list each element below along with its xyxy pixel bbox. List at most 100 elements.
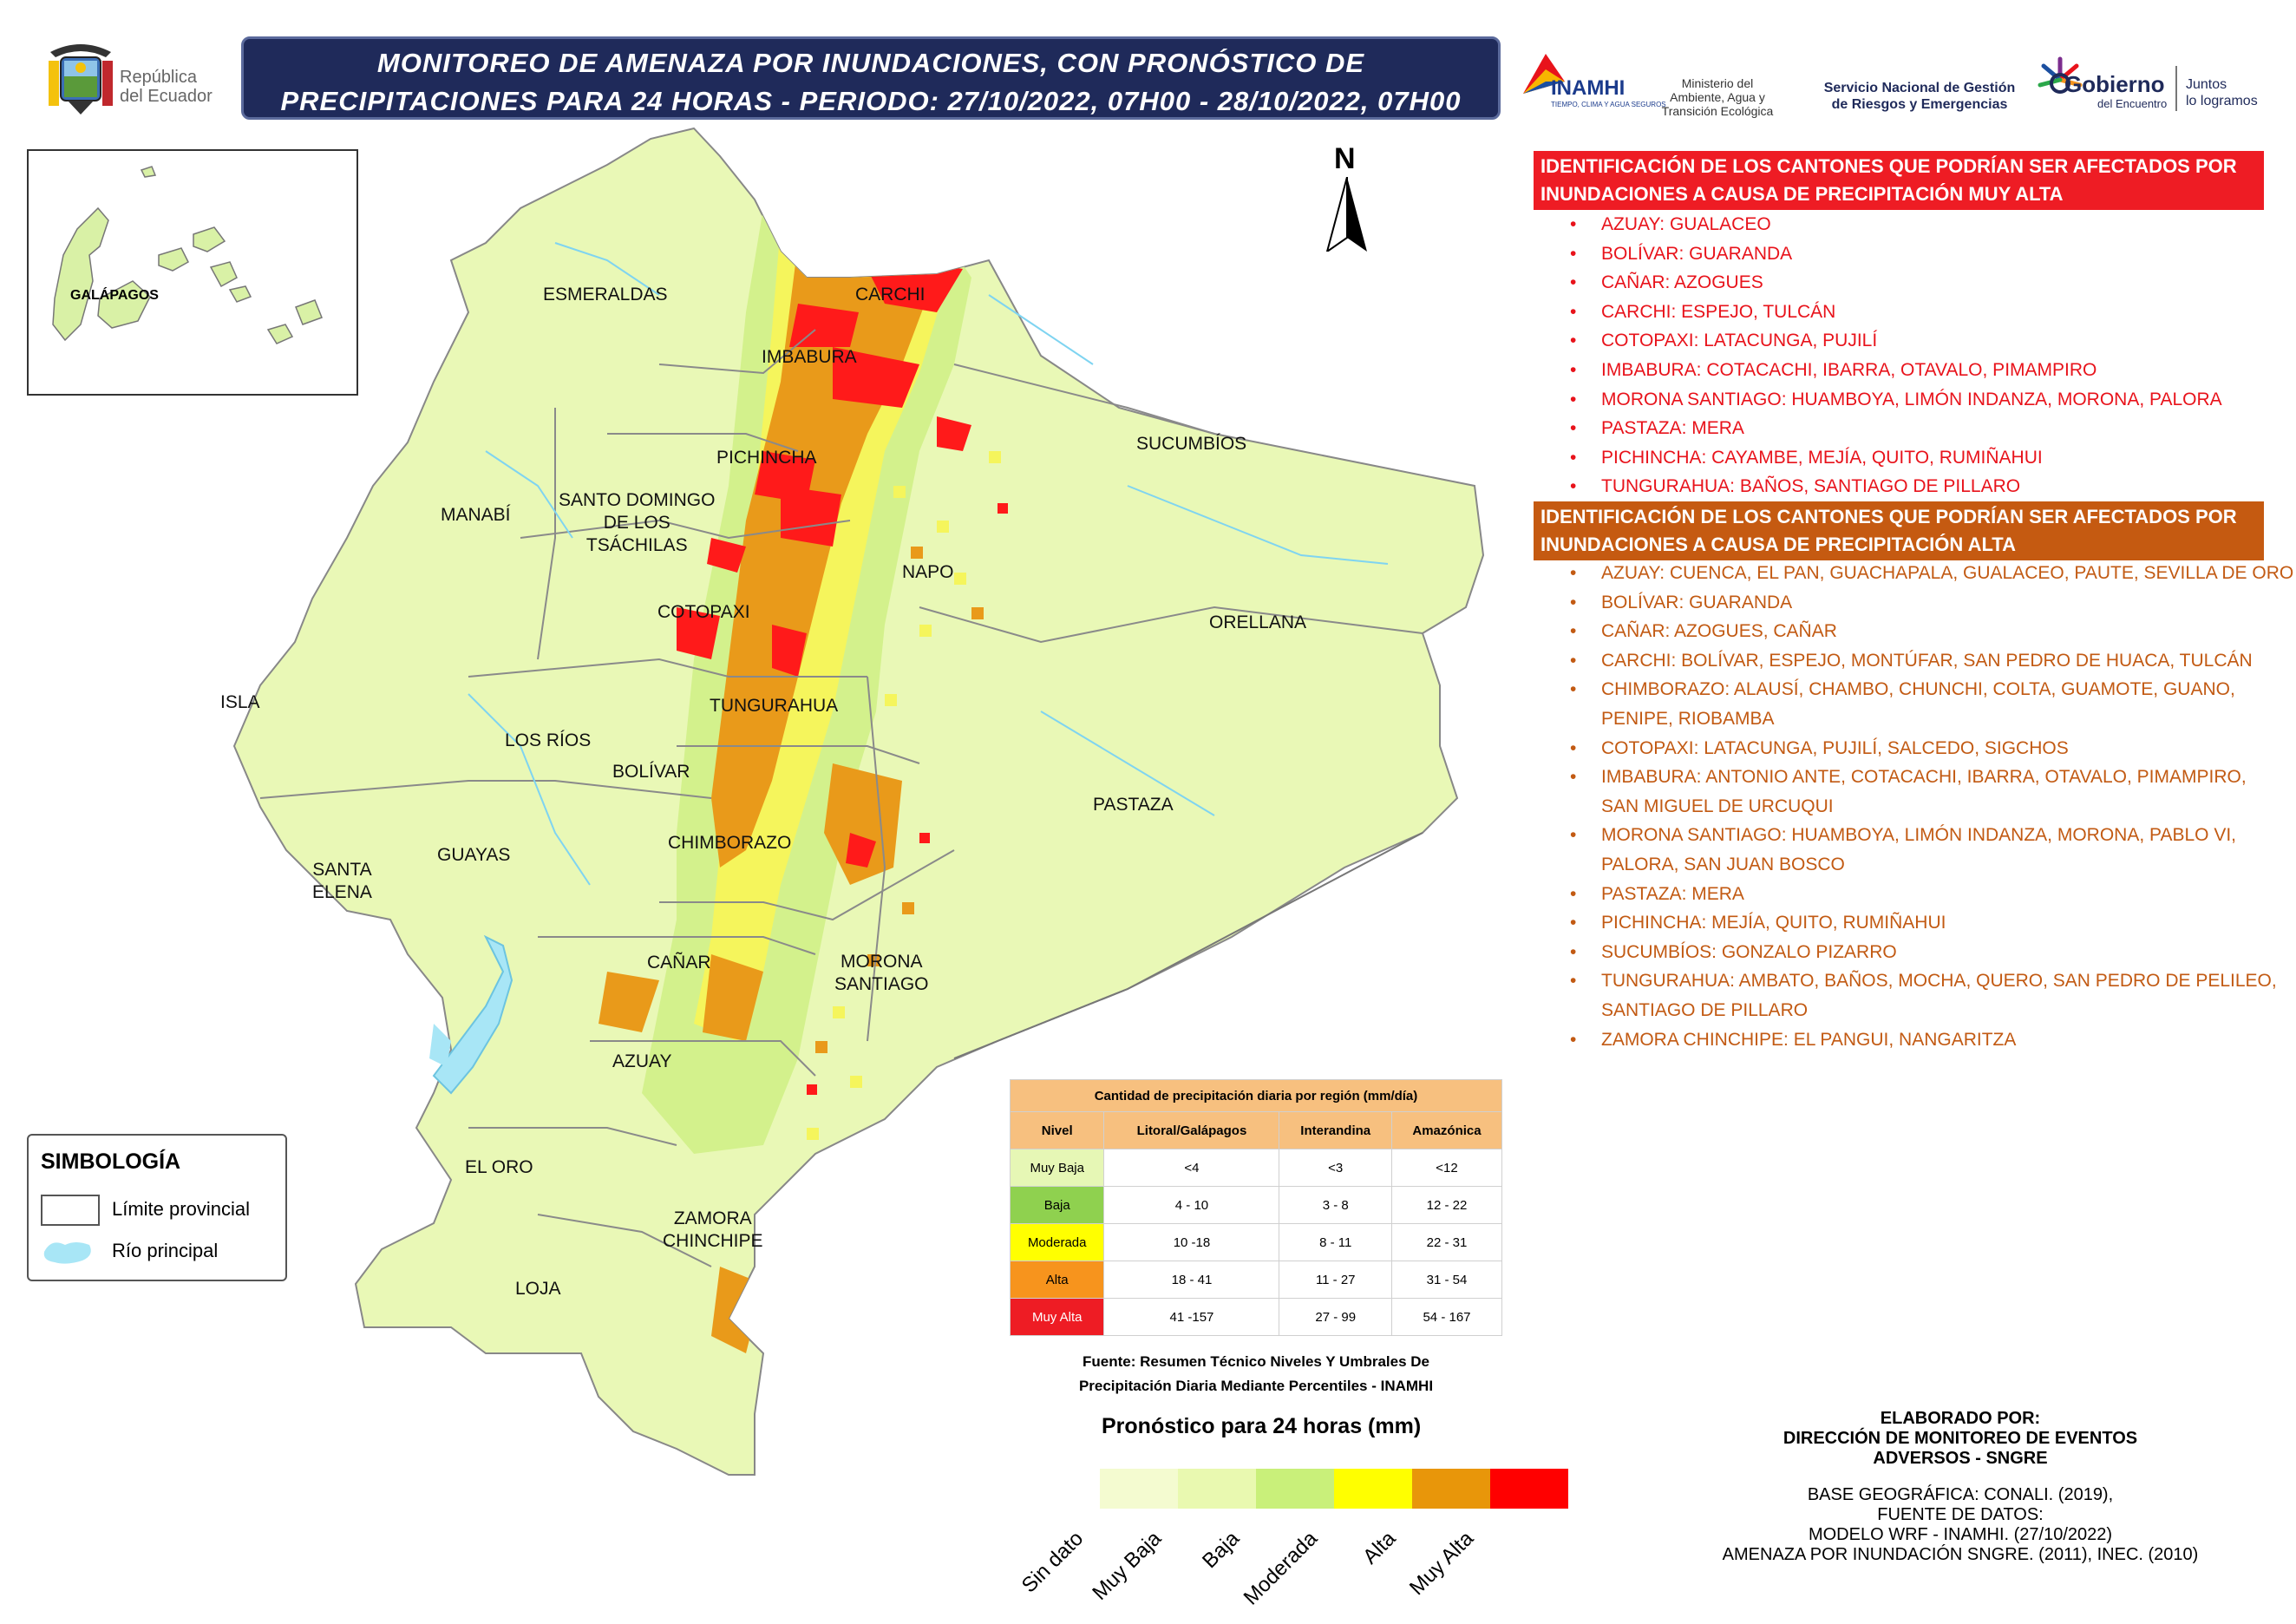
list-item: BOLÍVAR: GUARANDA <box>1570 588 2293 618</box>
province-label-morona-santiago: MORONA SANTIAGO <box>834 952 929 994</box>
table-cell: 22 - 31 <box>1390 1223 1503 1261</box>
list-item: PICHINCHA: MEJÍA, QUITO, RUMIÑAHUI <box>1570 908 2293 938</box>
list-item: IMBABURA: COTACACHI, IBARRA, OTAVALO, PI… <box>1570 356 2222 385</box>
limite-label: Límite provincial <box>112 1198 250 1220</box>
province-label-manabi: MANABÍ <box>441 505 511 525</box>
table-cell: 18 - 41 <box>1103 1261 1280 1299</box>
province-label-los-rios: LOS RÍOS <box>505 730 592 750</box>
list-item: PASTAZA: MERA <box>1570 414 2222 443</box>
nivel-cell: Moderada <box>1009 1223 1105 1261</box>
list-item: SAN MIGUEL DE URCUQUI <box>1601 796 1834 816</box>
alta-list: AZUAY: CUENCA, EL PAN, GUACHAPALA, GUALA… <box>1570 559 2293 1054</box>
table-cell: <3 <box>1279 1149 1392 1187</box>
galapagos-inset: GALÁPAGOS <box>27 149 358 396</box>
scale-swatch-alta <box>1412 1469 1490 1509</box>
list-item: PALORA, SAN JUAN BOSCO <box>1601 854 1845 874</box>
table-cell: 12 - 22 <box>1390 1186 1503 1224</box>
list-item: CARCHI: BOLÍVAR, ESPEJO, MONTÚFAR, SAN P… <box>1570 646 2293 676</box>
inamhi-sub: TIEMPO, CLIMA Y AGUA SEGUROS <box>1551 101 1666 108</box>
table-cell: 27 - 99 <box>1279 1298 1392 1336</box>
inamhi-name: INAMHI <box>1551 76 1626 100</box>
province-label-orellana: ORELLANA <box>1209 612 1307 632</box>
province-label-esmeraldas: ESMERALDAS <box>543 285 668 304</box>
juntos-slogan: Juntos lo logramos <box>2186 77 2258 108</box>
table-cell: 11 - 27 <box>1279 1261 1392 1299</box>
simbologia-legend: SIMBOLOGÍA Límite provincial Río princip… <box>27 1134 287 1281</box>
gobierno-logo-icon <box>2038 56 2083 94</box>
list-item: CHIMBORAZO: ALAUSÍ, CHAMBO, CHUNCHI, COL… <box>1570 675 2293 704</box>
river-swatch-icon <box>43 1242 91 1264</box>
table-row: Moderada 10 -18 8 - 11 22 - 31 <box>1009 1223 1503 1261</box>
list-item: AZUAY: CUENCA, EL PAN, GUACHAPALA, GUALA… <box>1570 559 2293 588</box>
list-item: SUCUMBÍOS: GONZALO PIZARRO <box>1570 938 2293 967</box>
list-item: SANTIAGO DE PILLARO <box>1601 999 1809 1020</box>
list-item: COTOPAXI: LATACUNGA, PUJILÍ, SALCEDO, SI… <box>1570 734 2293 763</box>
muy-alta-list: AZUAY: GUALACEO BOLÍVAR: GUARANDA CAÑAR:… <box>1570 210 2222 501</box>
province-label-zamora: ZAMORA CHINCHIPE <box>663 1208 763 1251</box>
scale-swatch-muy-alta <box>1490 1469 1568 1509</box>
province-label-santa-elena: SANTA ELENA <box>312 860 372 902</box>
table-row: Muy Baja <4 <3 <12 <box>1009 1149 1503 1187</box>
list-item: MORONA SANTIAGO: HUAMBOYA, LIMÓN INDANZA… <box>1570 385 2222 415</box>
scale-swatch-moderada <box>1334 1469 1412 1509</box>
republica-label: República del Ecuador <box>120 68 213 106</box>
list-item: CARCHI: ESPEJO, TULCÁN <box>1570 298 2222 327</box>
north-arrow-icon <box>1325 177 1367 252</box>
alta-header: IDENTIFICACIÓN DE LOS CANTONES QUE PODRÍ… <box>1534 501 2264 560</box>
list-item: CAÑAR: AZOGUES, CAÑAR <box>1570 617 2293 646</box>
credits-elaborado: ELABORADO POR: DIRECCIÓN DE MONITOREO DE… <box>1783 1409 2138 1468</box>
inamhi-logo-icon <box>1523 54 1565 94</box>
table-header: Nivel <box>1009 1111 1105 1149</box>
province-label-tungurahua: TUNGURAHUA <box>710 696 839 716</box>
nivel-cell: Alta <box>1009 1261 1105 1299</box>
province-label-cotopaxi: COTOPAXI <box>657 602 750 622</box>
table-cell: 41 -157 <box>1103 1298 1280 1336</box>
nivel-cell: Muy Baja <box>1009 1149 1105 1187</box>
list-item: IMBABURA: ANTONIO ANTE, COTACACHI, IBARR… <box>1570 763 2293 792</box>
muy-alta-header: IDENTIFICACIÓN DE LOS CANTONES QUE PODRÍ… <box>1534 151 2264 210</box>
list-item: AZUAY: GUALACEO <box>1570 210 2222 239</box>
table-row: Muy Alta 41 -157 27 - 99 54 - 167 <box>1009 1298 1503 1336</box>
rio-label: Río principal <box>112 1240 219 1261</box>
galapagos-islands-icon <box>52 166 323 344</box>
nivel-cell: Baja <box>1009 1186 1105 1224</box>
table-row: Baja 4 - 10 3 - 8 12 - 22 <box>1009 1186 1503 1224</box>
table-cell: <4 <box>1103 1149 1280 1187</box>
map-title: MONITOREO DE AMENAZA POR INUNDACIONES, C… <box>241 36 1501 120</box>
table-header: Amazónica <box>1390 1111 1503 1149</box>
gobierno-name: Gobierno <box>2064 71 2165 97</box>
list-item: ZAMORA CHINCHIPE: EL PANGUI, NANGARITZA <box>1570 1025 2293 1055</box>
nivel-cell: Muy Alta <box>1009 1298 1105 1336</box>
simbologia-title: SIMBOLOGÍA <box>41 1149 181 1174</box>
list-item: PENIPE, RIOBAMBA <box>1601 708 1775 729</box>
table-title: Cantidad de precipitación diaria por reg… <box>1010 1079 1502 1112</box>
province-label-pastaza: PASTAZA <box>1093 795 1174 815</box>
list-item: BOLÍVAR: GUARANDA <box>1570 239 2222 269</box>
table-header: Litoral/Galápagos <box>1103 1111 1280 1149</box>
scale-swatch-baja <box>1256 1469 1334 1509</box>
province-label-chimborazo: CHIMBORAZO <box>668 833 792 853</box>
province-label-sucumbios: SUCUMBÍOS <box>1136 434 1247 454</box>
list-item: PASTAZA: MERA <box>1570 880 2293 909</box>
province-label-imbabura: IMBABURA <box>762 347 857 367</box>
table-cell: 31 - 54 <box>1390 1261 1503 1299</box>
sngre-logo-text: Servicio Nacional de Gestión de Riesgos … <box>1823 81 2016 112</box>
province-label-azuay: AZUAY <box>612 1051 672 1071</box>
limite-swatch <box>41 1195 100 1226</box>
scale-swatch-muy-baja <box>1178 1469 1256 1509</box>
table-cell: 10 -18 <box>1103 1223 1280 1261</box>
list-item: MORONA SANTIAGO: HUAMBOYA, LIMÓN INDANZA… <box>1570 821 2293 850</box>
province-label-napo: NAPO <box>902 562 954 582</box>
galapagos-label: GALÁPAGOS <box>70 288 159 303</box>
list-item: TUNGURAHUA: BAÑOS, SANTIAGO DE PILLARO <box>1570 472 2222 501</box>
province-label-el-oro: EL ORO <box>465 1157 533 1177</box>
credits-sources: BASE GEOGRÁFICA: CONALI. (2019), FUENTE … <box>1722 1485 2199 1564</box>
logo-divider <box>2175 66 2177 111</box>
list-item: COTOPAXI: LATACUNGA, PUJILÍ <box>1570 326 2222 356</box>
province-label-santo-domingo: SANTO DOMINGO DE LOS TSÁCHILAS <box>559 490 716 555</box>
table-header: Interandina <box>1279 1111 1392 1149</box>
province-label-bolivar: BOLÍVAR <box>612 762 690 782</box>
province-label-guayas: GUAYAS <box>437 845 511 865</box>
province-label-carchi: CARCHI <box>855 285 926 304</box>
